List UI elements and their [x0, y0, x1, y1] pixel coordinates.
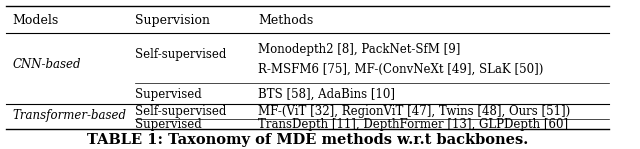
Text: Supervised: Supervised	[136, 88, 202, 101]
Text: Self-supervised: Self-supervised	[136, 105, 227, 118]
Text: TransDepth [11], DepthFormer [13], GLPDepth [60]: TransDepth [11], DepthFormer [13], GLPDe…	[259, 118, 568, 131]
Text: MF-(ViT [32], RegionViT [47], Twins [48], Ours [51]): MF-(ViT [32], RegionViT [47], Twins [48]…	[259, 105, 571, 118]
Text: Transformer-based: Transformer-based	[12, 110, 126, 122]
Text: Models: Models	[12, 14, 58, 27]
Text: Supervision: Supervision	[136, 14, 211, 27]
Text: Supervised: Supervised	[136, 118, 202, 131]
Text: TABLE 1: Taxonomy of MDE methods w.r.t backbones.: TABLE 1: Taxonomy of MDE methods w.r.t b…	[87, 133, 529, 147]
Text: Monodepth2 [8], PackNet-SfM [9]: Monodepth2 [8], PackNet-SfM [9]	[259, 43, 461, 56]
Text: BTS [58], AdaBins [10]: BTS [58], AdaBins [10]	[259, 88, 396, 101]
Text: Self-supervised: Self-supervised	[136, 48, 227, 61]
Text: CNN-based: CNN-based	[12, 58, 81, 71]
Text: R-MSFM6 [75], MF-(ConvNeXt [49], SLaK [50]): R-MSFM6 [75], MF-(ConvNeXt [49], SLaK [5…	[259, 62, 544, 75]
Text: Methods: Methods	[259, 14, 314, 27]
